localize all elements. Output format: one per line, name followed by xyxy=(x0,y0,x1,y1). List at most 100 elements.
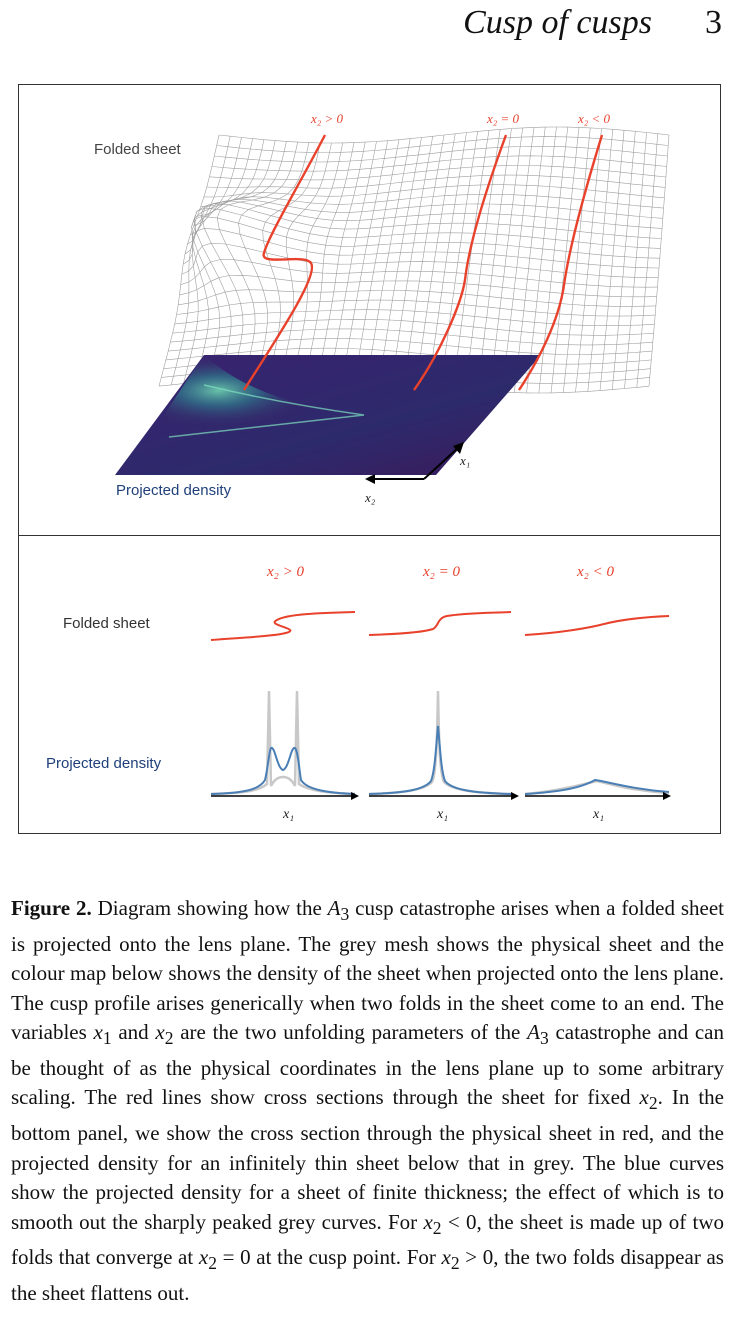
mesh-line-horizontal xyxy=(183,227,660,269)
bottom-axis-x1-label-2: x₁ xyxy=(436,807,448,822)
mesh-line-vertical xyxy=(305,142,355,378)
bottom-x1-axes xyxy=(211,792,671,800)
bottom-label-x2-zero: x₂ = 0 xyxy=(422,564,460,580)
mesh-line-vertical xyxy=(587,129,614,392)
mesh-line-vertical xyxy=(550,127,580,393)
bottom-cross-sections xyxy=(210,611,670,641)
bottom-axis-x1-label-1: x₁ xyxy=(282,807,294,822)
caption-text-2: cusp catastrophe arises when a folded sh… xyxy=(11,896,725,1045)
running-title: Cusp of cusps xyxy=(463,4,652,41)
top-axis-x1-label: x₁ xyxy=(459,453,470,468)
mesh-line-vertical xyxy=(575,128,602,393)
mesh-line-vertical xyxy=(330,141,377,378)
mesh-line-vertical xyxy=(648,134,670,387)
mesh-line-vertical xyxy=(415,133,456,386)
caption-sub-2c: 2 xyxy=(432,1217,442,1238)
caption-sub-3: 3 xyxy=(340,904,350,925)
caption-var-x2d: x xyxy=(198,1245,209,1270)
figure-top-panel: Folded sheet Projected density x₂ > 0 x₂… xyxy=(18,84,721,536)
caption-label: Figure 2. xyxy=(11,896,92,920)
bottom-label-x2-pos: x₂ > 0 xyxy=(266,564,304,580)
projected-density-plane xyxy=(115,355,541,475)
caption-var-a-2: A xyxy=(527,1020,540,1045)
figure-caption: Figure 2. Diagram showing how the A3 cus… xyxy=(11,894,724,1308)
mesh-line-vertical xyxy=(158,134,220,387)
page-number: 3 xyxy=(705,4,722,41)
caption-text-6: < 0, the sheet is made up of two folds t… xyxy=(11,1209,724,1270)
figure-bottom-panel: Folded sheet Projected density x₂ > 0 x₂… xyxy=(18,535,721,834)
mesh-line-vertical xyxy=(514,127,546,393)
mesh-line-vertical xyxy=(238,142,310,378)
mesh-line-vertical xyxy=(170,136,231,385)
caption-text-3: are the two unfolding parameters of the xyxy=(173,1020,528,1045)
mesh-line-vertical xyxy=(440,131,478,388)
top-axis-x2-label: x₂ xyxy=(364,490,376,505)
caption-var-x2b: x xyxy=(639,1085,649,1110)
cross-section-lines xyxy=(242,134,604,391)
mesh-line-vertical xyxy=(183,137,242,384)
caption-sub-1: 1 xyxy=(102,1028,112,1049)
mesh-line-horizontal xyxy=(193,200,663,229)
profile-x2-pos xyxy=(210,611,356,641)
bottom-label-x2-neg: x₂ < 0 xyxy=(576,564,614,580)
mesh-line-vertical xyxy=(452,130,490,389)
caption-sub-2e: 2 xyxy=(450,1253,460,1274)
mesh-line-vertical xyxy=(354,139,400,380)
mesh-line-vertical xyxy=(624,132,647,389)
mesh-line-vertical xyxy=(489,127,523,392)
mesh-line-vertical xyxy=(191,139,265,382)
top-label-folded-sheet: Folded sheet xyxy=(94,141,182,158)
mesh-line-vertical xyxy=(599,130,625,391)
bottom-label-folded-sheet: Folded sheet xyxy=(63,615,151,632)
mesh-line-vertical xyxy=(636,133,659,388)
mesh-line-horizontal xyxy=(181,242,659,278)
caption-text-7: = 0 at the cusp point. For xyxy=(216,1245,442,1270)
mesh-line-vertical xyxy=(391,136,433,383)
caption-sub-2d: 2 xyxy=(208,1253,217,1274)
thick-density-x2-zero xyxy=(368,725,512,795)
mesh-line-vertical xyxy=(477,128,512,391)
mesh-line-vertical xyxy=(538,127,569,394)
top-label-projected-density: Projected density xyxy=(116,482,232,499)
mesh-line-vertical xyxy=(612,131,636,390)
mesh-line-vertical xyxy=(563,127,591,393)
cross-section-x2-neg xyxy=(518,134,604,391)
thick-density-x2-pos xyxy=(210,746,356,795)
caption-sub-2b: 2 xyxy=(648,1093,658,1114)
mesh-line-vertical xyxy=(193,140,276,381)
bottom-axis-x1-label-3: x₁ xyxy=(592,807,604,822)
page-header: Cusp of cusps 3 xyxy=(0,0,740,60)
cross-section-x2-pos xyxy=(242,134,327,391)
caption-var-x2e: x xyxy=(441,1245,451,1270)
caption-sub-3b: 3 xyxy=(539,1028,549,1049)
caption-sub-2: 2 xyxy=(164,1028,174,1049)
caption-var-x2: x xyxy=(155,1020,165,1045)
mesh-line-horizontal xyxy=(179,274,657,298)
caption-text-5: . In the bottom panel, we show the cross… xyxy=(11,1085,724,1234)
mesh-line-vertical xyxy=(201,141,287,380)
caption-var-x2c: x xyxy=(423,1209,433,1234)
top-label-x2-pos: x₂ > 0 xyxy=(310,111,344,126)
top-label-x2-zero: x₂ = 0 xyxy=(486,111,520,126)
top-label-x2-neg: x₂ < 0 xyxy=(577,111,611,126)
mesh-line-vertical xyxy=(501,127,535,393)
caption-and: and xyxy=(111,1020,156,1045)
mesh-line-vertical xyxy=(403,134,445,384)
cross-section-x2-zero xyxy=(413,134,508,391)
mesh-line-vertical xyxy=(192,138,253,383)
caption-var-a: A xyxy=(327,896,341,920)
cross-section-profiles: Folded sheet Projected density x₂ > 0 x₂… xyxy=(46,564,671,822)
mesh-line-vertical xyxy=(317,142,366,378)
thick-density-x2-neg xyxy=(524,778,670,795)
mesh-line-vertical xyxy=(366,138,411,381)
caption-text-1: Diagram showing how the xyxy=(91,896,328,920)
mesh-line-vertical xyxy=(526,126,557,393)
caption-text-8: > 0, the two folds disappear as the shee… xyxy=(11,1245,724,1305)
bottom-label-projected-density: Projected density xyxy=(46,755,162,772)
thick-sheet-densities xyxy=(210,725,670,795)
caption-var-x1: x xyxy=(93,1020,103,1045)
folded-sheet-3d-illustration: Folded sheet Projected density x₂ > 0 x₂… xyxy=(94,111,670,505)
mesh-line-vertical xyxy=(342,140,388,379)
profile-x2-zero xyxy=(368,611,512,636)
mesh-line-vertical xyxy=(281,142,332,378)
